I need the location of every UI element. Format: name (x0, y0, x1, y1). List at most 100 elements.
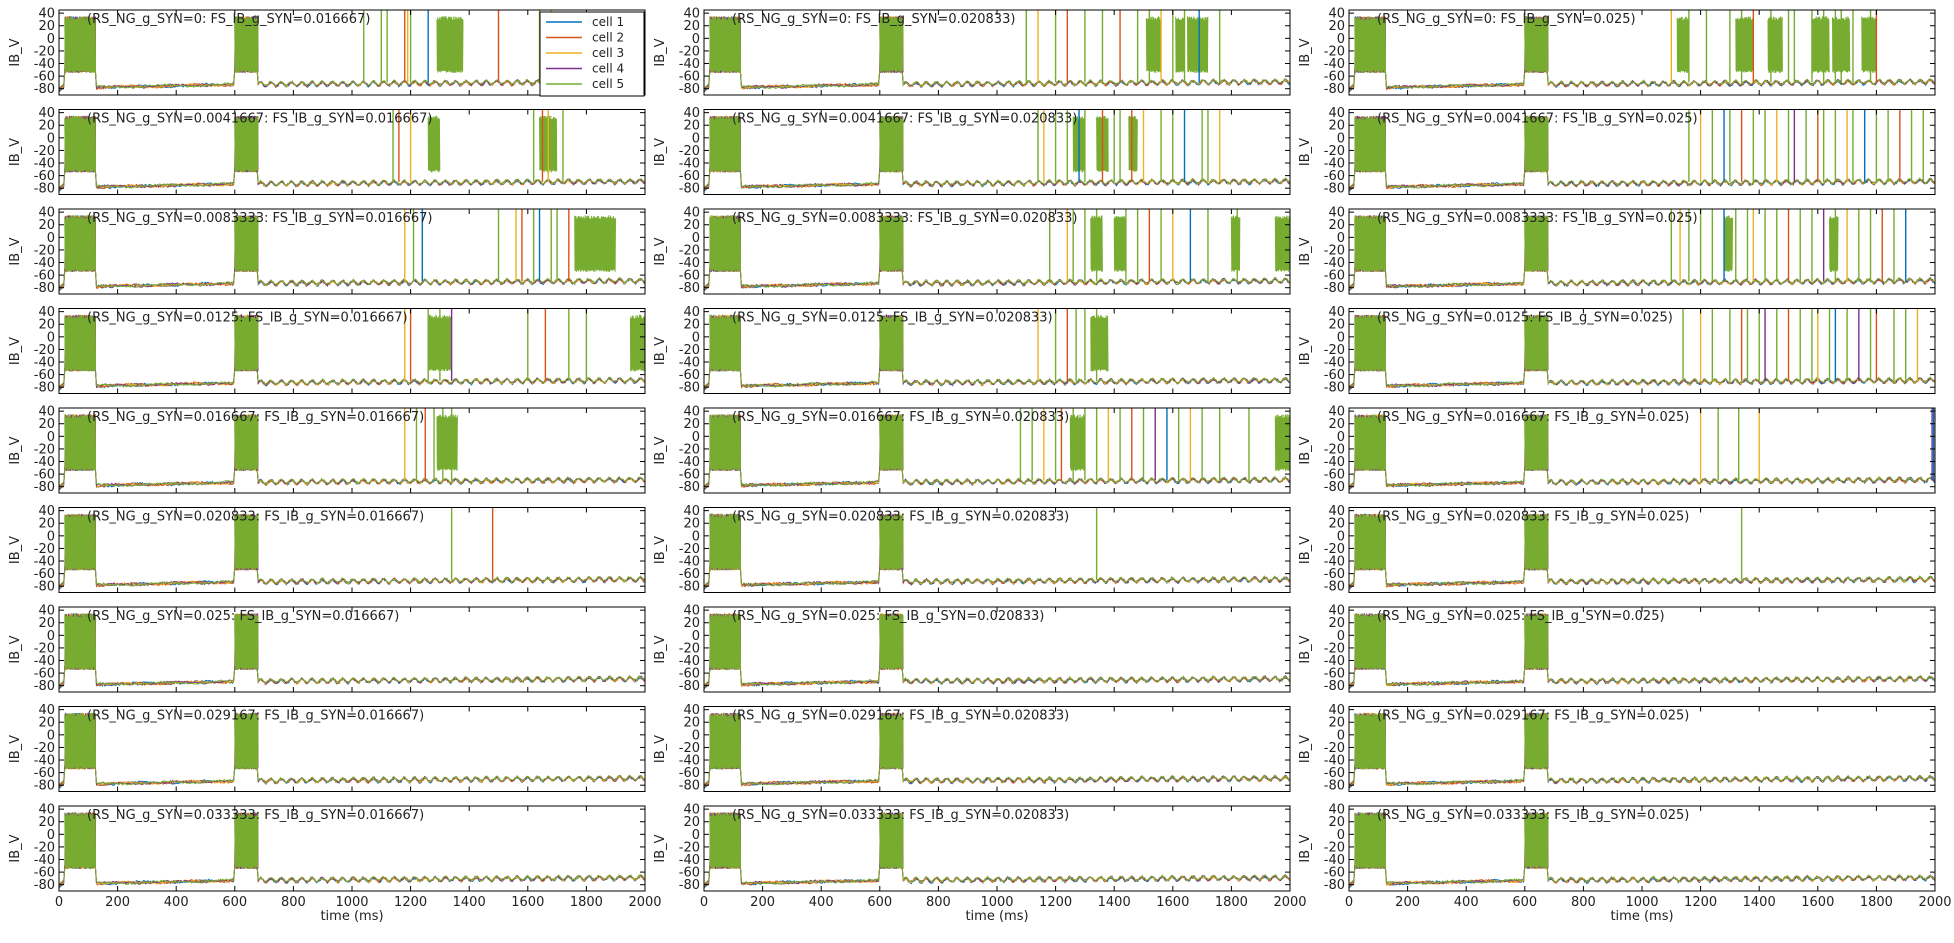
y-tick-label: -20 (1324, 144, 1345, 159)
y-tick-label: -60 (679, 468, 700, 483)
y-tick-label: -40 (1324, 356, 1345, 371)
y-tick-label: 20 (38, 417, 55, 432)
y-axis-label: IB_V (8, 436, 23, 464)
y-tick-label: -80 (34, 381, 55, 396)
y-tick-label: -80 (34, 779, 55, 794)
burst (234, 16, 259, 73)
traces (704, 507, 1290, 590)
y-tick-label: -80 (1324, 182, 1345, 197)
series-line (59, 168, 645, 189)
x-tick-label: 1000 (1625, 895, 1658, 910)
y-tick-label: -80 (34, 182, 55, 197)
y-tick-label: -80 (679, 480, 700, 495)
y-tick-label: 20 (38, 119, 55, 134)
y-tick-label: 0 (47, 32, 55, 47)
burst (1524, 712, 1549, 770)
panel-title: (RS_NG_g_SYN=0.025: FS_IB_g_SYN=0.020833… (732, 609, 1044, 624)
plateau-burst (574, 215, 616, 272)
y-tick-label: 20 (683, 318, 700, 333)
y-tick-label: 0 (1337, 529, 1345, 544)
y-tick-label: -80 (1324, 779, 1345, 794)
x-tick-label: 600 (1512, 895, 1537, 910)
panel-title: (RS_NG_g_SYN=0.033333: FS_IB_g_SYN=0.020… (732, 808, 1069, 823)
panel-title: (RS_NG_g_SYN=0.020833: FS_IB_g_SYN=0.020… (732, 510, 1069, 525)
y-tick-label: -60 (34, 766, 55, 781)
burst (1354, 712, 1386, 770)
y-tick-label: 40 (683, 504, 700, 519)
panel-title: (RS_NG_g_SYN=0.029167: FS_IB_g_SYN=0.016… (87, 709, 424, 724)
y-tick-label: -40 (679, 555, 700, 570)
y-tick-label: 40 (683, 7, 700, 22)
y-tick-label: -40 (1324, 256, 1345, 271)
y-tick-label: 40 (1328, 106, 1345, 121)
y-tick-label: 20 (38, 318, 55, 333)
y-tick-label: -40 (34, 356, 55, 371)
y-tick-label: -40 (679, 157, 700, 172)
panel-title: (RS_NG_g_SYN=0.033333: FS_IB_g_SYN=0.016… (87, 808, 424, 823)
burst (64, 414, 96, 471)
burst (234, 314, 259, 372)
panel-title: (RS_NG_g_SYN=0.0083333: FS_IB_g_SYN=0.02… (1377, 211, 1698, 226)
y-tick-label: -80 (679, 381, 700, 396)
y-tick-label: -80 (1324, 679, 1345, 694)
plateau-burst (1069, 414, 1086, 471)
x-tick-label: 600 (867, 895, 892, 910)
traces (704, 613, 1290, 690)
plateau-burst (436, 16, 464, 73)
x-tick-label: 400 (164, 895, 189, 910)
burst (234, 613, 259, 670)
y-axis-label: IB_V (653, 337, 668, 365)
y-tick-label: 40 (1328, 703, 1345, 718)
traces (704, 10, 1290, 93)
legend-box (539, 11, 645, 97)
y-tick-label: 0 (692, 430, 700, 445)
series-line (1349, 168, 1935, 189)
plateau-burst (629, 314, 645, 372)
y-tick-label: 20 (1328, 19, 1345, 34)
series-line (1349, 865, 1935, 886)
y-tick-label: -20 (34, 343, 55, 358)
burst (1524, 215, 1549, 272)
y-tick-label: 0 (47, 131, 55, 146)
x-tick-label: 1800 (570, 895, 603, 910)
x-tick-label: 800 (1571, 895, 1596, 910)
y-tick-label: 0 (1337, 430, 1345, 445)
y-tick-label: 20 (683, 19, 700, 34)
x-tick-label: 1000 (980, 895, 1013, 910)
traces (1349, 712, 1935, 789)
plateau-burst (436, 414, 458, 471)
y-axis-label: IB_V (653, 237, 668, 265)
y-tick-label: 0 (692, 529, 700, 544)
burst (1524, 613, 1549, 670)
burst (1524, 513, 1549, 571)
x-tick-label: 1800 (1215, 895, 1248, 910)
y-tick-label: 0 (1337, 32, 1345, 47)
y-tick-label: -80 (34, 480, 55, 495)
y-tick-label: 40 (1328, 803, 1345, 818)
y-tick-label: -20 (679, 243, 700, 258)
burst (709, 812, 741, 869)
series-line (704, 367, 1290, 388)
x-tick-label: 800 (281, 895, 306, 910)
panel-title: (RS_NG_g_SYN=0.025: FS_IB_g_SYN=0.016667… (87, 609, 399, 624)
burst (64, 613, 96, 670)
panel-title: (RS_NG_g_SYN=0.025: FS_IB_g_SYN=0.025) (1377, 609, 1665, 624)
panel-title: (RS_NG_g_SYN=0.029167: FS_IB_g_SYN=0.025… (1377, 709, 1689, 724)
traces (704, 308, 1290, 391)
traces (1349, 812, 1935, 889)
y-tick-label: 40 (683, 803, 700, 818)
y-tick-label: 40 (1328, 305, 1345, 320)
x-tick-label: 0 (700, 895, 708, 910)
y-tick-label: 40 (38, 405, 55, 420)
series-line (1349, 467, 1935, 488)
y-tick-label: 20 (38, 716, 55, 731)
y-tick-label: -60 (679, 667, 700, 682)
y-tick-label: 0 (1337, 131, 1345, 146)
burst (234, 712, 259, 770)
y-tick-label: -80 (1324, 878, 1345, 893)
